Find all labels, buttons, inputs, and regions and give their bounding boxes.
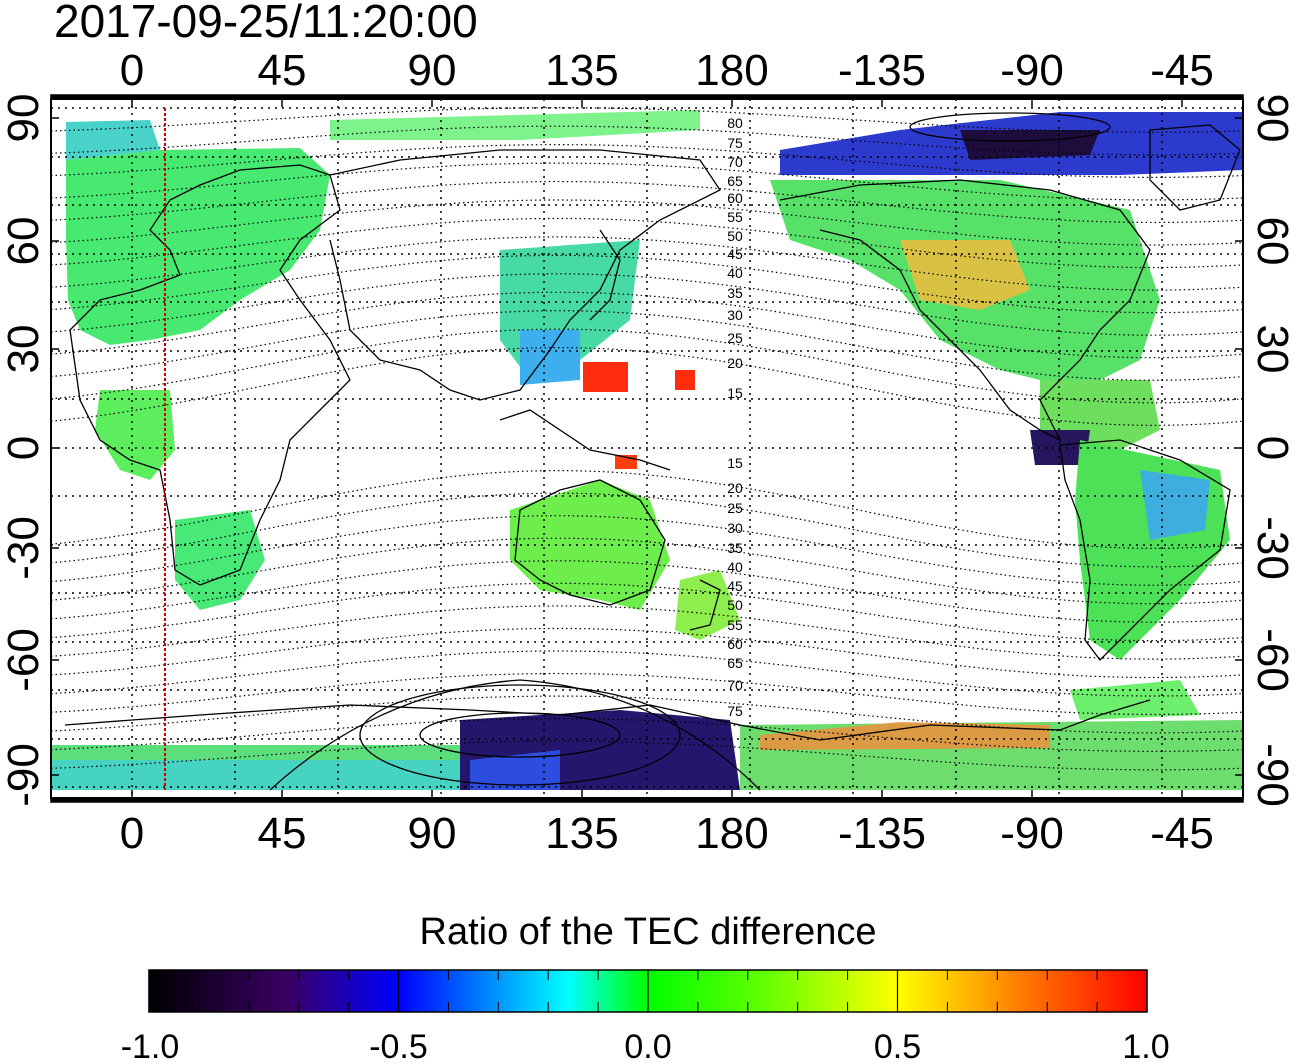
tec-hotspot-west-pacific <box>583 362 628 392</box>
lon-labels-top: 0 45 90 135 180 -135 -90 -45 <box>120 46 1214 95</box>
tec-region-antarctic-cyan <box>51 760 460 790</box>
mlat-label-south: 55 <box>727 617 743 633</box>
mlat-label-north: 60 <box>727 190 743 206</box>
tec-region-sa-negative <box>1140 470 1210 540</box>
colorbar-tick-label: 0.0 <box>624 1028 671 1064</box>
lat-tick-label-left: -60 <box>0 628 48 692</box>
lon-tick-label-bottom: 45 <box>258 809 307 858</box>
mlat-label-south: 20 <box>727 480 743 496</box>
lon-tick-label-top: 90 <box>408 46 457 95</box>
lat-labels-right: 90 60 30 0 -30 -60 -90 <box>1248 94 1296 807</box>
lat-tick-label-right: 60 <box>1248 217 1296 266</box>
mlat-label-north: 65 <box>727 173 743 189</box>
tec-hotspot-pacific <box>675 370 695 390</box>
frame-ticks <box>50 94 1244 803</box>
mlat-label-south: 15 <box>727 455 743 471</box>
lat-tick-label-right: -60 <box>1248 628 1296 692</box>
mlat-label-south: 45 <box>727 578 743 594</box>
geo-grid <box>51 99 1243 798</box>
tec-region-antarctic-blue <box>470 750 560 790</box>
mlat-label-north: 40 <box>727 265 743 281</box>
colorbar-tick-label: 0.5 <box>874 1028 921 1064</box>
mlat-label-north: 30 <box>727 307 743 323</box>
lon-tick-label-bottom: -135 <box>838 809 926 858</box>
lat-tick-label-left: -90 <box>0 743 48 807</box>
mlat-label-south: 60 <box>727 636 743 652</box>
lat-tick-label-left: 0 <box>0 436 48 460</box>
mlat-label-north: 75 <box>727 135 743 151</box>
lon-tick-label-top: 0 <box>120 46 144 95</box>
mlat-label-south: 50 <box>727 597 743 613</box>
tec-region-na-positive <box>900 240 1030 310</box>
lon-tick-label-top: 45 <box>258 46 307 95</box>
mlat-label-north: 70 <box>727 154 743 170</box>
mlat-label-north: 15 <box>727 385 743 401</box>
colorbar-tick-label: 1.0 <box>1122 1028 1169 1064</box>
mlat-label-south: 65 <box>727 655 743 671</box>
mlat-label-south: 30 <box>727 520 743 536</box>
lon-tick-label-bottom: -90 <box>1000 809 1064 858</box>
mlat-label-north: 25 <box>727 330 743 346</box>
colorbar-tick-label: -0.5 <box>369 1028 428 1064</box>
lon-tick-label-bottom: 0 <box>120 809 144 858</box>
lat-tick-label-right: 90 <box>1248 94 1296 143</box>
auroral-contours <box>269 112 1111 791</box>
mlat-label-north: 35 <box>727 285 743 301</box>
mlat-label-north: 20 <box>727 355 743 371</box>
lon-tick-label-top: -135 <box>838 46 926 95</box>
colorbar-ticks: -1.0 -0.5 0.0 0.5 1.0 <box>121 970 1170 1064</box>
tec-region-arctic-dark <box>960 130 1100 160</box>
lon-tick-label-bottom: 90 <box>408 809 457 858</box>
tec-region-south-africa <box>175 510 265 610</box>
geomagnetic-contours <box>51 107 1243 771</box>
mlat-label-south: 70 <box>727 677 743 693</box>
lon-tick-label-bottom: 135 <box>545 809 618 858</box>
coastlines <box>64 124 1241 741</box>
tec-region-north-atlantic <box>66 120 160 160</box>
lat-tick-label-left: 60 <box>0 217 48 266</box>
colorbar-tick-label: -1.0 <box>121 1028 180 1064</box>
lat-labels-left: 90 60 30 0 -30 -60 -90 <box>0 94 48 807</box>
tec-region-japan-negative <box>520 330 580 385</box>
lat-tick-label-right: -90 <box>1248 743 1296 807</box>
lon-tick-label-bottom: 180 <box>695 809 768 858</box>
mlat-label-south: 25 <box>727 500 743 516</box>
mlat-label-north: 45 <box>727 246 743 262</box>
lon-tick-label-top: -90 <box>1000 46 1064 95</box>
tec-region-africa <box>95 390 175 480</box>
lat-tick-label-right: 0 <box>1248 436 1296 460</box>
map-timestamp: 2017-09-25/11:20:00 <box>54 0 478 47</box>
lon-tick-label-bottom: -45 <box>1150 809 1214 858</box>
tec-region-new-zealand <box>675 570 740 640</box>
mlat-label-south: 75 <box>727 703 743 719</box>
mlat-label-south: 40 <box>727 559 743 575</box>
tec-data-layer <box>51 110 1243 790</box>
lat-tick-label-left: 30 <box>0 325 48 374</box>
colorbar-title: Ratio of the TEC difference <box>420 911 877 953</box>
tec-region-antarctic-positive <box>760 722 1050 750</box>
lat-tick-label-left: 90 <box>0 94 48 143</box>
lon-tick-label-top: 135 <box>545 46 618 95</box>
mlat-label-south: 35 <box>727 540 743 556</box>
lat-tick-label-left: -30 <box>0 516 48 580</box>
mlat-label-north: 55 <box>727 209 743 225</box>
lon-tick-label-top: 180 <box>695 46 768 95</box>
mlat-label-north: 50 <box>727 228 743 244</box>
lat-tick-label-right: -30 <box>1248 516 1296 580</box>
mlat-labels-south: 15 20 25 30 35 40 45 50 55 60 65 70 75 <box>727 455 743 719</box>
tec-region-siberia <box>330 110 700 140</box>
lat-tick-label-right: 30 <box>1248 325 1296 374</box>
mlat-label-north: 80 <box>727 115 743 131</box>
lon-tick-label-top: -45 <box>1150 46 1214 95</box>
plot-area <box>51 99 1243 798</box>
lon-labels-bottom: 0 45 90 135 180 -135 -90 -45 <box>120 809 1214 858</box>
